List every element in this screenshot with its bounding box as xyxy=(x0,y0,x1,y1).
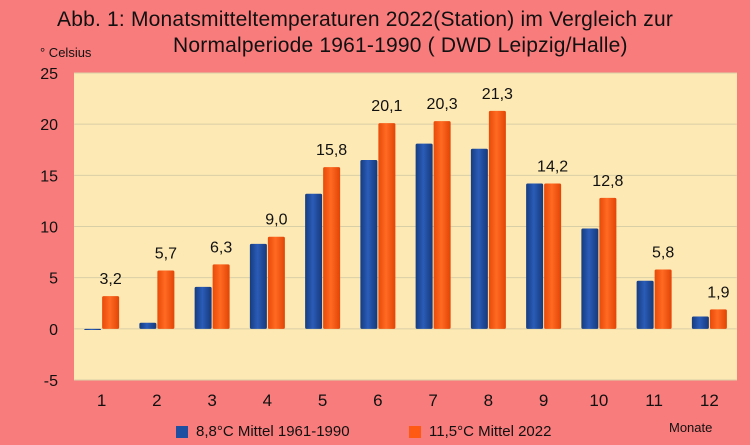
bar-mittel-2022-4 xyxy=(267,236,285,329)
x-tick-label: 9 xyxy=(539,391,548,410)
bar-mittel-2022-5 xyxy=(323,167,341,329)
legend-label-series-2: 11,5°C Mittel 2022 xyxy=(429,423,552,440)
data-label: 21,3 xyxy=(482,86,513,103)
y-tick-label: 25 xyxy=(40,66,58,83)
data-label: 3,2 xyxy=(100,271,122,288)
bar-mittel-1961-1990-7 xyxy=(415,143,433,329)
x-axis-label: Monate xyxy=(669,420,713,435)
x-tick-label: 12 xyxy=(700,391,719,410)
y-tick-label: 20 xyxy=(40,117,58,134)
x-tick-label: 7 xyxy=(428,391,437,410)
legend-swatch-series-2 xyxy=(409,425,421,438)
bar-mittel-1961-1990-11 xyxy=(636,280,654,329)
x-tick-label: 11 xyxy=(645,391,663,410)
x-tick-label: 1 xyxy=(97,391,106,410)
x-tick-label: 6 xyxy=(373,391,382,410)
x-axis-ticks: 1 2 3 4 5 6 7 8 9 10 11 12 xyxy=(97,391,719,410)
bar-mittel-1961-1990-6 xyxy=(360,159,378,329)
bar-mittel-2022-2 xyxy=(157,270,175,329)
legend-label-series-1: 8,8°C Mittel 1961-1990 xyxy=(196,423,350,440)
data-label: 15,8 xyxy=(316,142,347,159)
bar-mittel-1961-1990-1 xyxy=(84,328,102,331)
bar-mittel-1961-1990-10 xyxy=(581,228,599,329)
bar-mittel-1961-1990-2 xyxy=(139,322,157,329)
bar-mittel-1961-1990-12 xyxy=(691,316,709,329)
bar-mittel-2022-11 xyxy=(654,269,672,329)
bar-mittel-1961-1990-5 xyxy=(305,193,323,329)
bar-mittel-2022-12 xyxy=(709,309,727,329)
data-label: 20,3 xyxy=(427,96,458,113)
bar-mittel-1961-1990-4 xyxy=(249,243,267,329)
data-label: 5,7 xyxy=(155,246,177,263)
y-axis-ticks: -5 0 5 10 15 20 25 xyxy=(40,66,58,390)
data-label: 20,1 xyxy=(371,98,402,115)
data-label: 12,8 xyxy=(592,173,623,190)
y-tick-label: 0 xyxy=(49,322,58,339)
chart-subtitle: Normalperiode 1961-1990 ( DWD Leipzig/Ha… xyxy=(173,34,628,57)
bar-mittel-2022-7 xyxy=(433,121,451,329)
data-labels: 3,2 5,7 6,3 9,0 15,8 20,1 20,3 21,3 14,2 12,8 5,8 1… xyxy=(100,86,730,302)
bar-mittel-2022-3 xyxy=(212,264,230,329)
data-label: 6,3 xyxy=(210,239,232,256)
chart-title: Abb. 1: Monatsmitteltemperaturen 2022(St… xyxy=(57,8,674,31)
bar-mittel-2022-1 xyxy=(102,296,120,329)
y-tick-label: -5 xyxy=(44,373,58,390)
bars xyxy=(84,110,727,331)
gridlines xyxy=(74,72,737,381)
legend-item-series-2: 11,5°C Mittel 2022 xyxy=(409,423,551,440)
bar-mittel-1961-1990-9 xyxy=(526,183,544,329)
y-tick-label: 15 xyxy=(40,168,58,185)
bar-mittel-2022-6 xyxy=(378,123,396,329)
bar-mittel-1961-1990-3 xyxy=(194,286,212,329)
bar-mittel-2022-9 xyxy=(544,183,562,329)
data-label: 1,9 xyxy=(707,284,729,301)
x-tick-label: 2 xyxy=(152,391,161,410)
x-tick-label: 4 xyxy=(263,391,272,410)
y-axis-label: ° Celsius xyxy=(40,45,92,60)
legend-item-series-1: 8,8°C Mittel 1961-1990 xyxy=(176,423,350,440)
bar-mittel-1961-1990-8 xyxy=(470,148,488,329)
y-tick-label: 5 xyxy=(49,271,58,288)
bar-mittel-2022-10 xyxy=(599,197,617,329)
y-tick-label: 10 xyxy=(40,220,58,237)
x-tick-label: 10 xyxy=(589,391,608,410)
x-tick-label: 8 xyxy=(484,391,493,410)
data-label: 5,8 xyxy=(652,244,674,261)
legend-swatch-series-1 xyxy=(176,425,188,438)
bar-mittel-2022-8 xyxy=(488,110,506,329)
data-label: 14,2 xyxy=(537,159,568,176)
x-tick-label: 5 xyxy=(318,391,327,410)
x-tick-label: 3 xyxy=(207,391,216,410)
data-label: 9,0 xyxy=(265,212,287,229)
